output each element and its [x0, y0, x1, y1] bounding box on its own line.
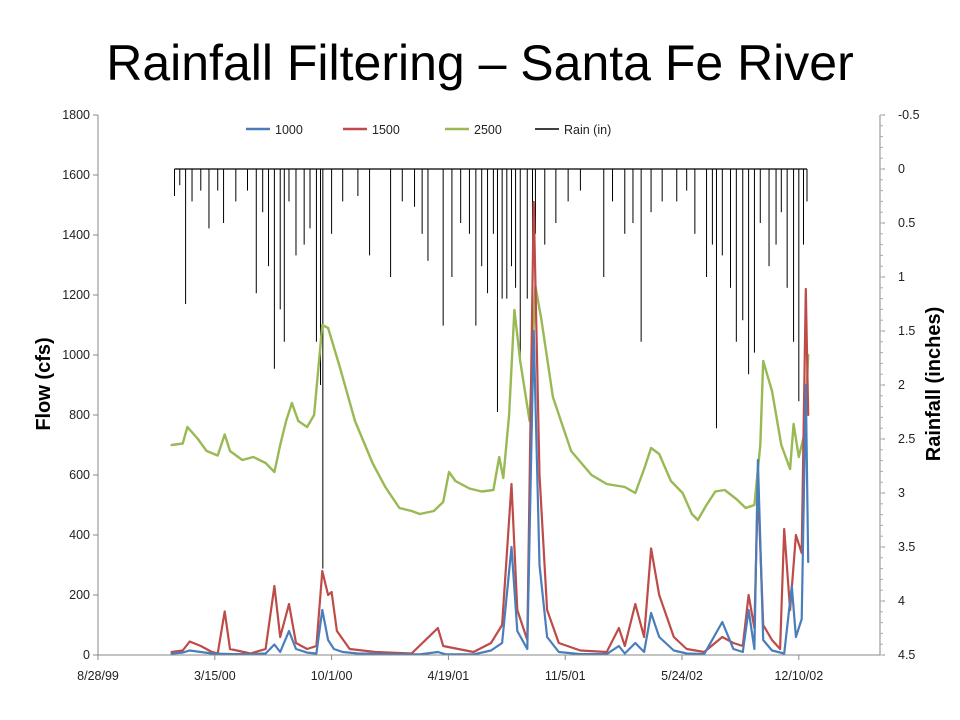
y-tick-label: 1400: [62, 228, 90, 242]
y-tick-label: 0: [83, 648, 90, 662]
legend-label: Rain (in): [564, 123, 611, 137]
y-tick-label: 1600: [62, 168, 90, 182]
series-line-1500: [170, 200, 810, 655]
x-tick-label: 12/10/02: [774, 669, 823, 683]
y2-tick-label: 4.5: [898, 648, 915, 662]
y-tick-label: 1200: [62, 288, 90, 302]
x-tick-label: 11/5/01: [545, 669, 586, 683]
axes: 0 200 400 600 800 1000 1200 1400 1600 1800 -0.5 0 0.…: [62, 108, 919, 683]
y-tick-label: 1000: [62, 348, 90, 362]
legend-label: 2500: [474, 123, 502, 137]
plot-lines: [170, 168, 810, 656]
y-tick-label: 400: [69, 528, 90, 542]
x-tick-label: 5/24/02: [661, 669, 703, 683]
y2-tick-label: 2.5: [898, 432, 915, 446]
y-axis-title: Flow (cfs): [33, 337, 55, 430]
y2-tick-label: 3: [898, 486, 905, 500]
y-tick-label: 200: [69, 588, 90, 602]
slide-title: Rainfall Filtering – Santa Fe River: [106, 35, 854, 91]
legend: 1000 1500 2500 Rain (in): [246, 123, 611, 137]
legend-label: 1000: [275, 123, 303, 137]
y2-tick-label: -0.5: [898, 108, 920, 122]
y2-tick-label: 1: [898, 270, 905, 284]
x-tick-label: 3/15/00: [194, 669, 236, 683]
y2-axis-title: Rainfall (inches): [923, 307, 945, 461]
y2-tick-label: 0: [898, 162, 905, 176]
series-line-1000: [170, 329, 810, 656]
y2-tick-label: 3.5: [898, 540, 915, 554]
x-tick-label: 8/28/99: [77, 669, 119, 683]
y2-tick-label: 1.5: [898, 324, 915, 338]
legend-label: 1500: [372, 123, 400, 137]
x-tick-label: 4/19/01: [428, 669, 470, 683]
y-tick-label: 800: [69, 408, 90, 422]
y-tick-label: 600: [69, 468, 90, 482]
x-tick-label: 10/1/00: [311, 669, 353, 683]
y-tick-label: 1800: [62, 108, 90, 122]
y2-tick-label: 4: [898, 594, 905, 608]
y2-tick-label: 2: [898, 378, 905, 392]
series-line-2500: [170, 284, 810, 522]
y2-tick-label: 0.5: [898, 216, 915, 230]
